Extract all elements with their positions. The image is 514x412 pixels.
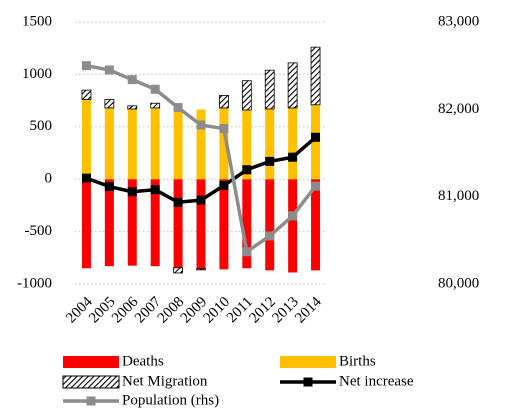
y-tick-label: -1000 xyxy=(17,275,52,291)
y2-tick-label: 82,000 xyxy=(438,101,479,117)
bar xyxy=(81,179,91,269)
marker xyxy=(242,247,252,257)
bar xyxy=(242,110,252,180)
legend-label: Net increase xyxy=(339,373,414,389)
marker xyxy=(265,231,275,241)
legend-label: Population (rhs) xyxy=(122,392,219,408)
bar xyxy=(288,179,298,273)
bar xyxy=(219,179,229,270)
bar xyxy=(104,179,114,267)
marker xyxy=(150,185,160,195)
bar xyxy=(310,46,321,106)
marker xyxy=(173,103,183,113)
x-tick-label: 2014 xyxy=(292,294,325,327)
marker xyxy=(288,211,298,221)
marker xyxy=(265,156,275,166)
y-tick-label: -500 xyxy=(25,223,53,239)
y-tick-label: 1500 xyxy=(22,13,52,29)
marker xyxy=(104,182,114,192)
bar xyxy=(81,89,92,100)
y-tick-label: 1000 xyxy=(22,66,52,82)
legend-label: Deaths xyxy=(122,353,164,369)
marker xyxy=(127,187,137,197)
marker xyxy=(173,197,183,207)
marker xyxy=(196,120,206,130)
bar xyxy=(242,179,252,269)
bar xyxy=(127,108,137,180)
bar xyxy=(81,99,91,180)
marker xyxy=(311,132,321,142)
y2-tick-label: 83,000 xyxy=(438,13,479,29)
legend-marker xyxy=(86,396,96,406)
bar xyxy=(287,62,298,109)
bar xyxy=(173,267,183,274)
bar xyxy=(265,108,275,180)
marker xyxy=(150,84,160,94)
y-tick-label: 500 xyxy=(30,118,53,134)
bar xyxy=(265,179,275,271)
bar xyxy=(127,105,138,110)
bar xyxy=(241,80,252,111)
legend-label: Births xyxy=(339,353,376,369)
marker xyxy=(127,75,137,85)
bar xyxy=(104,107,114,180)
bar xyxy=(173,179,183,268)
marker xyxy=(196,195,206,205)
y-tick-label: 0 xyxy=(45,171,53,187)
bar xyxy=(264,69,275,110)
marker xyxy=(242,165,252,175)
bar xyxy=(311,104,321,180)
bar xyxy=(196,268,206,271)
y2-tick-label: 80,000 xyxy=(438,275,479,291)
marker xyxy=(81,173,91,183)
legend-swatch xyxy=(62,375,120,389)
bar xyxy=(150,102,161,109)
legend-swatch xyxy=(280,356,336,368)
bar xyxy=(104,99,115,109)
bar xyxy=(196,179,206,269)
marker xyxy=(288,152,298,162)
legend-label: Net Migration xyxy=(122,373,208,389)
bar xyxy=(219,107,229,180)
marker xyxy=(219,180,229,190)
bar xyxy=(150,179,160,267)
marker xyxy=(311,181,321,191)
bar xyxy=(311,179,321,271)
legend-marker xyxy=(303,377,313,387)
bar xyxy=(196,109,206,180)
y2-tick-label: 81,000 xyxy=(438,188,479,204)
bar xyxy=(150,107,160,180)
marker xyxy=(104,65,114,75)
bar xyxy=(288,107,298,180)
marker xyxy=(81,61,91,71)
legend-swatch xyxy=(63,356,119,368)
bar xyxy=(219,94,229,109)
marker xyxy=(219,124,229,134)
bar xyxy=(173,107,183,180)
bar xyxy=(127,179,137,266)
